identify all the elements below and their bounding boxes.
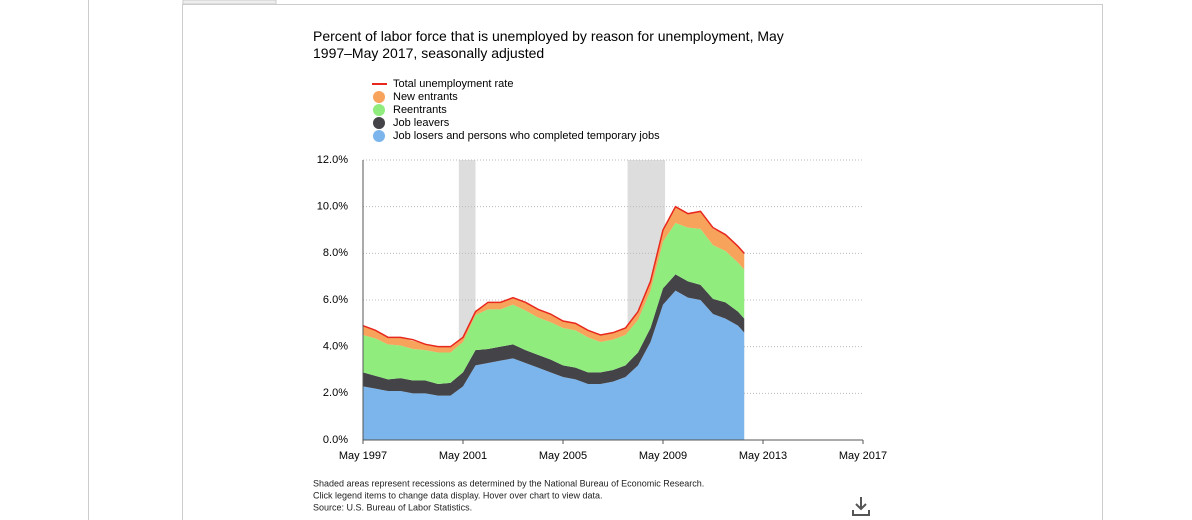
legend-label[interactable]: Job leavers	[393, 117, 450, 129]
y-tick-label: 0.0%	[323, 434, 348, 446]
x-tick-label: May 2005	[539, 450, 587, 462]
legend-marker[interactable]	[373, 117, 385, 129]
y-tick-label: 6.0%	[323, 294, 348, 306]
y-tick-label: 10.0%	[317, 201, 348, 213]
y-tick-label: 4.0%	[323, 341, 348, 353]
x-tick-label: May 1997	[339, 450, 387, 462]
x-tick-label: May 2009	[639, 450, 687, 462]
line[interactable]	[362, 205, 745, 348]
x-tick-label: May 2017	[839, 450, 887, 462]
legend-marker[interactable]	[373, 104, 385, 116]
x-tick-label: May 2001	[439, 450, 487, 462]
note: Source: U.S. Bureau of Labor Statistics.	[313, 502, 472, 512]
frame-box	[182, 4, 1103, 520]
legend-label[interactable]: Total unemployment rate	[393, 78, 513, 90]
y-tick-label: 8.0%	[323, 247, 348, 259]
x-tick-label: May 2013	[739, 450, 787, 462]
area[interactable]	[363, 274, 745, 396]
y-tick-label: 12.0%	[317, 154, 348, 166]
note: Click legend items to change data displa…	[313, 490, 602, 500]
chart-title: Percent of labor force that is unemploye…	[313, 28, 784, 61]
area[interactable]	[363, 223, 745, 384]
legend-label[interactable]: Job losers and persons who completed tem…	[393, 130, 660, 142]
tab[interactable]	[182, 0, 277, 5]
legend-marker[interactable]	[373, 91, 385, 103]
note: Shaded areas represent recessions as det…	[313, 478, 704, 488]
area[interactable]	[363, 290, 745, 440]
legend-marker[interactable]	[373, 130, 385, 142]
legend-label[interactable]: New entrants	[393, 91, 458, 103]
legend-label[interactable]: Reentrants	[393, 104, 447, 116]
download-icon[interactable]	[852, 497, 870, 516]
y-tick-label: 2.0%	[323, 387, 348, 399]
